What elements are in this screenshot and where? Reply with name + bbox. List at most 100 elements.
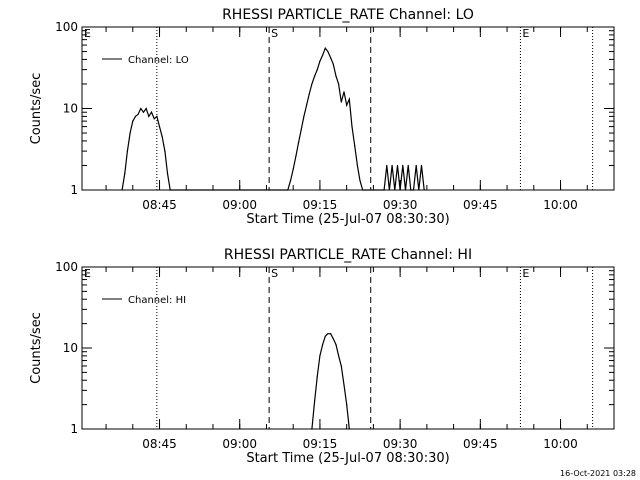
- data-point: [388, 189, 390, 191]
- x-tick-label: 08:45: [142, 198, 177, 212]
- data-point: [316, 375, 318, 377]
- x-tick-label: 09:30: [383, 437, 418, 451]
- data-point: [330, 57, 332, 59]
- data-point: [338, 83, 340, 85]
- data-point: [129, 132, 131, 134]
- data-point: [161, 136, 163, 138]
- series-line: [121, 46, 425, 191]
- data-point: [311, 428, 313, 430]
- data-point: [340, 101, 342, 103]
- data-point: [289, 180, 292, 182]
- data-point: [386, 164, 388, 167]
- data-point: [158, 126, 161, 128]
- data-point: [351, 126, 353, 128]
- data-point: [407, 164, 409, 167]
- data-point: [346, 104, 348, 106]
- data-point: [166, 172, 169, 174]
- data-point: [327, 50, 329, 53]
- x-tick-label: 09:45: [463, 437, 498, 451]
- x-tick-label: 09:00: [222, 198, 257, 212]
- y-axis-label: Counts/sec: [29, 312, 44, 384]
- x-tick-label: 09:00: [222, 437, 257, 451]
- data-point: [410, 189, 412, 191]
- legend-entry: Channel: LO: [128, 55, 189, 66]
- generation-timestamp: 16-Oct-2021 03:28: [560, 469, 636, 478]
- data-point: [327, 333, 329, 335]
- x-axis-label: Start Time (25-Jul-07 08:30:30): [246, 451, 449, 466]
- series-line: [311, 333, 350, 430]
- data-point: [391, 164, 393, 167]
- data-point: [420, 164, 423, 167]
- data-point: [402, 164, 404, 167]
- data-point: [383, 189, 385, 191]
- marker-label: E: [522, 27, 529, 40]
- data-point: [169, 189, 171, 191]
- y-tick-label: 100: [55, 260, 78, 274]
- x-tick-label: 09:45: [463, 198, 498, 212]
- chart-title: RHESSI PARTICLE_RATE Channel: LO: [222, 7, 474, 23]
- data-point: [404, 189, 407, 191]
- plot-frame: [81, 26, 615, 191]
- data-point: [142, 111, 145, 113]
- data-point: [396, 164, 399, 167]
- marker-label: E: [522, 267, 529, 280]
- data-point: [332, 338, 334, 340]
- x-tick-label: 10:00: [543, 198, 578, 212]
- data-point: [303, 115, 305, 117]
- data-point: [340, 365, 342, 367]
- data-point: [343, 384, 345, 386]
- data-point: [423, 189, 425, 191]
- data-point: [359, 180, 361, 182]
- data-point: [287, 189, 289, 191]
- data-point: [338, 355, 340, 357]
- data-point: [121, 189, 123, 191]
- data-point: [134, 115, 137, 117]
- data-point: [319, 60, 321, 62]
- y-axis-label: Counts/sec: [29, 73, 44, 145]
- data-point: [164, 150, 166, 152]
- x-axis-label: Start Time (25-Jul-07 08:30:30): [246, 212, 449, 227]
- x-tick-label: 09:15: [303, 198, 338, 212]
- x-tick-label: 08:45: [142, 437, 177, 451]
- y-tick-label: 1: [70, 422, 78, 436]
- data-point: [124, 172, 126, 174]
- data-point: [399, 189, 401, 191]
- data-point: [418, 189, 420, 191]
- x-tick-label: 09:15: [303, 437, 338, 451]
- data-point: [300, 129, 302, 131]
- data-point: [330, 333, 332, 335]
- data-point: [348, 98, 350, 100]
- marker-label: E: [84, 267, 91, 280]
- data-point: [354, 145, 356, 147]
- chart-title: RHESSI PARTICLE_RATE Channel: HI: [224, 247, 472, 263]
- x-tick-label: 10:00: [543, 437, 578, 451]
- data-point: [356, 164, 358, 167]
- y-tick-label: 10: [63, 341, 78, 355]
- data-point: [145, 107, 147, 110]
- data-point: [362, 189, 364, 191]
- data-point: [137, 113, 139, 115]
- data-point: [150, 111, 153, 113]
- data-point: [394, 189, 396, 191]
- data-point: [297, 142, 300, 144]
- data-point: [311, 83, 313, 85]
- x-tick-label: 09:30: [383, 198, 418, 212]
- lo-channel-panel: RHESSI PARTICLE_RATE Channel: LO 1 10 100 08…: [29, 7, 615, 227]
- data-point: [319, 355, 321, 357]
- data-point: [292, 168, 294, 170]
- y-tick-label: 1: [70, 183, 78, 197]
- data-point: [322, 344, 324, 346]
- plot-frame: [81, 266, 615, 430]
- data-point: [314, 75, 316, 77]
- data-point: [346, 404, 348, 406]
- marker-label: S: [271, 267, 278, 280]
- data-point: [295, 155, 297, 157]
- data-point: [412, 189, 415, 191]
- data-point: [126, 150, 128, 152]
- data-point: [332, 63, 334, 65]
- data-point: [306, 104, 308, 106]
- y-tick-label: 100: [55, 20, 78, 34]
- data-point: [324, 47, 326, 49]
- hi-channel-panel: RHESSI PARTICLE_RATE Channel: HI 1 10 100 08…: [29, 247, 615, 466]
